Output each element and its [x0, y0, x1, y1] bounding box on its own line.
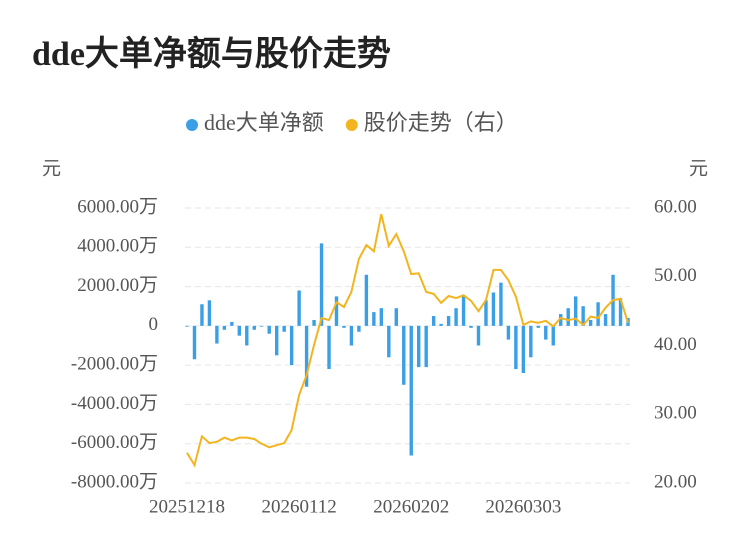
bar — [529, 325, 533, 358]
bar — [319, 243, 324, 326]
bar — [342, 325, 346, 328]
bar — [237, 325, 242, 336]
price-line — [186, 213, 629, 468]
bar — [544, 325, 548, 340]
bar — [431, 316, 436, 326]
bar — [312, 319, 316, 326]
bar — [536, 325, 541, 328]
bar — [222, 325, 227, 330]
bar — [409, 325, 413, 456]
x-tick-label: 20251218 — [149, 496, 225, 517]
y2-tick-label: 30.00 — [654, 403, 697, 424]
bar — [596, 302, 600, 326]
y-tick-label: -4000.00万 — [71, 393, 158, 414]
bar — [476, 325, 481, 346]
y-tick-label: 4000.00万 — [77, 236, 158, 257]
bar — [506, 325, 511, 340]
bar — [588, 319, 593, 326]
bar — [573, 296, 578, 326]
y2-unit: 元 — [689, 158, 708, 179]
bar — [551, 325, 555, 346]
bar — [446, 316, 451, 326]
bar — [417, 325, 421, 368]
bar — [581, 306, 585, 326]
bar — [215, 325, 219, 344]
bar — [192, 325, 197, 360]
y2-tick-label: 60.00 — [654, 196, 697, 217]
bar — [260, 325, 264, 327]
bar — [274, 325, 279, 356]
x-tick-label: 20260112 — [261, 496, 336, 517]
bar — [387, 325, 391, 358]
y-tick-label: 2000.00万 — [77, 275, 158, 296]
bar — [245, 325, 249, 346]
bar — [379, 308, 384, 326]
bar — [491, 292, 496, 326]
bar — [424, 325, 428, 368]
x-tick-label: 20260303 — [485, 496, 561, 517]
bar — [357, 325, 361, 332]
bar — [297, 290, 301, 326]
bar — [230, 321, 234, 326]
bar — [499, 282, 503, 326]
bar — [461, 296, 466, 326]
chart-title: dde大单净额与股价走势 — [32, 35, 391, 73]
legend-label: 股价走势（右） — [364, 110, 518, 135]
bar — [252, 325, 256, 330]
bar — [521, 325, 526, 373]
bar — [267, 325, 271, 334]
bar — [394, 308, 398, 326]
bar — [304, 325, 309, 387]
legend-marker — [186, 119, 198, 131]
bar — [484, 300, 488, 326]
legend-marker — [345, 119, 358, 131]
y-tick-label: 6000.00万 — [77, 196, 158, 217]
bar — [469, 325, 473, 328]
bar — [185, 325, 189, 327]
bar — [282, 325, 286, 332]
bar — [327, 325, 331, 370]
y-unit: 元 — [42, 158, 61, 179]
y2-tick-label: 50.00 — [654, 265, 697, 286]
bar — [207, 300, 212, 326]
bar — [559, 314, 563, 326]
y-tick-label: -6000.00万 — [71, 432, 158, 453]
bar — [289, 325, 294, 366]
y-tick-label: 0 — [149, 314, 159, 335]
bar — [372, 312, 376, 326]
bar — [514, 325, 518, 370]
bar — [349, 325, 354, 346]
y-tick-label: -2000.00万 — [71, 354, 158, 375]
y-tick-label: -8000.00万 — [71, 471, 158, 492]
bar — [402, 325, 406, 385]
legend-label: dde大单净额 — [204, 110, 324, 135]
bar — [364, 274, 369, 326]
bar — [439, 323, 443, 326]
y2-tick-label: 40.00 — [654, 334, 697, 355]
bar — [454, 308, 458, 326]
bar — [566, 308, 570, 326]
bar — [334, 296, 339, 326]
bar — [603, 314, 608, 326]
x-tick-label: 20260202 — [373, 496, 449, 517]
bar — [618, 298, 623, 326]
bar — [200, 304, 204, 326]
y2-tick-label: 20.00 — [654, 471, 697, 492]
